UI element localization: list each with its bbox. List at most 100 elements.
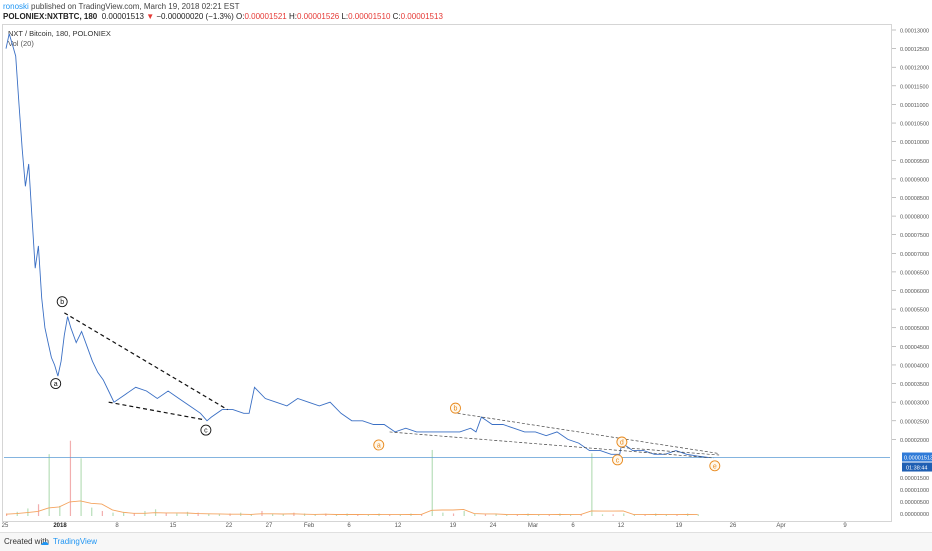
tradingview-brand-link[interactable]: TradingView xyxy=(53,537,98,546)
volume-bar xyxy=(484,514,487,516)
wave-label-circle xyxy=(56,296,68,308)
publish-text: published on TradingView.com, March 19, … xyxy=(31,2,240,11)
volume-bar xyxy=(506,514,508,516)
volume-bar xyxy=(601,514,604,516)
volume-bar xyxy=(48,454,50,516)
x-tick-label: 2018 xyxy=(53,523,67,529)
wave-label: b xyxy=(60,299,64,306)
footer-bar: Created with ☁ TradingView xyxy=(0,532,932,551)
wave-label-circle xyxy=(373,439,385,451)
volume-bar xyxy=(452,513,455,516)
y-tick-label: 0.00011000 xyxy=(900,103,929,109)
last-price-badge-text: 0.00001513 xyxy=(904,456,932,462)
volume-bar xyxy=(580,514,582,516)
wave-label-circle xyxy=(616,436,628,448)
y-tick-label: 0.00003000 xyxy=(900,401,929,407)
volume-bar xyxy=(101,510,103,516)
volume-bar xyxy=(325,513,327,516)
x-tick-label: 25 xyxy=(2,523,9,529)
x-tick-label: 9 xyxy=(843,523,847,529)
volume-bar xyxy=(548,514,550,516)
x-tick-label: Feb xyxy=(304,523,315,529)
wave-label: c xyxy=(204,428,208,435)
chart-pane[interactable] xyxy=(2,24,892,522)
x-tick-label: 12 xyxy=(618,523,625,529)
y-tick-label: 0.00007000 xyxy=(900,252,929,258)
y-tick-label: 0.00003500 xyxy=(900,382,929,388)
y-tick-label: 0.00011500 xyxy=(900,84,929,90)
high-label: H: xyxy=(288,12,297,21)
y-tick-label: 0.00012500 xyxy=(900,47,929,53)
volume-bar xyxy=(612,514,614,516)
x-tick-label: 27 xyxy=(266,523,273,529)
wave-label-circle xyxy=(612,454,624,466)
volume-tick-label: 0.00001500 xyxy=(900,476,929,482)
y-tick-label: 0.00009500 xyxy=(900,159,929,165)
publish-info: ronoski published on TradingView.com, Ma… xyxy=(3,2,239,11)
volume-bar xyxy=(474,513,476,516)
last-price: 0.00001513 xyxy=(101,12,144,21)
volume-tick-label: 0.00000500 xyxy=(900,500,929,506)
volume-bar xyxy=(59,505,61,516)
volume-bar xyxy=(431,449,433,516)
wave-label: a xyxy=(377,442,381,449)
x-tick-label: Apr xyxy=(776,523,785,529)
wave-label: d xyxy=(620,439,624,446)
price-chart[interactable]: 0.00013000 0.00012500 0.00012000 0.00011500… xyxy=(0,0,932,532)
x-tick-label: 24 xyxy=(490,523,497,529)
volume-bar xyxy=(335,514,338,516)
volume-ma-line xyxy=(5,500,698,516)
y-tick-label: 0.00006000 xyxy=(900,289,929,295)
volume-bar xyxy=(6,513,8,516)
volume-bar xyxy=(442,512,444,516)
x-tick-label: 19 xyxy=(676,523,683,529)
volume-bar xyxy=(538,514,540,516)
last-price-badge xyxy=(902,452,932,462)
low-label: L: xyxy=(341,12,349,21)
x-tick-label: 8 xyxy=(115,523,119,529)
volume-bar xyxy=(282,514,284,516)
wave-label-circle xyxy=(50,378,62,390)
volume-bar xyxy=(665,514,667,516)
y-tick-label: 0.00007500 xyxy=(900,233,929,239)
y-tick-label: 0.00005500 xyxy=(900,308,929,314)
low-value: 0.00001510 xyxy=(348,12,391,21)
open-label: O: xyxy=(236,12,245,21)
volume-bar xyxy=(197,512,199,516)
trendline xyxy=(457,412,720,454)
volume-bar xyxy=(186,511,189,516)
y-tick-label: 0.00002500 xyxy=(900,419,929,425)
volume-tick-label: 0.00001000 xyxy=(900,488,929,494)
x-tick-label: Mar xyxy=(528,523,538,529)
volume-bar xyxy=(623,513,625,516)
tradingview-logo-icon[interactable]: ☁ xyxy=(40,537,49,547)
y-tick-label: 0.00005000 xyxy=(900,326,929,332)
volume-bar xyxy=(37,504,40,516)
wave-label: a xyxy=(54,381,58,388)
y-tick-label: 0.00008500 xyxy=(900,196,929,202)
volume-bar xyxy=(516,514,518,516)
y-tick-label: 0.00002000 xyxy=(900,438,929,444)
volume-bar xyxy=(69,440,72,516)
x-tick-label: 26 xyxy=(730,523,737,529)
high-value: 0.00001526 xyxy=(296,12,340,21)
volume-bar xyxy=(133,513,135,516)
y-tick-label: 0.00013000 xyxy=(900,29,929,35)
wave-label-circle xyxy=(200,424,212,436)
y-tick-label: 0.00010000 xyxy=(900,140,929,146)
created-with-text: Created with xyxy=(4,537,49,546)
volume-bar xyxy=(399,514,401,516)
volume-bar xyxy=(218,514,221,516)
x-tick-label: 22 xyxy=(226,523,233,529)
x-tick-label: 6 xyxy=(347,523,351,529)
price-change: −0.00000020 (−1.3%) xyxy=(156,12,234,21)
symbol-info-line: POLONIEX:NXTBTC, 180 0.00001513 ▼ −0.000… xyxy=(3,12,443,21)
volume-bar xyxy=(112,512,114,516)
trendline xyxy=(621,447,720,456)
trendline xyxy=(108,401,204,421)
wave-label: e xyxy=(713,463,717,470)
volume-bar xyxy=(633,514,636,516)
volume-bar xyxy=(176,513,178,516)
volume-bar xyxy=(272,513,274,516)
publisher-name[interactable]: ronoski xyxy=(3,2,29,11)
